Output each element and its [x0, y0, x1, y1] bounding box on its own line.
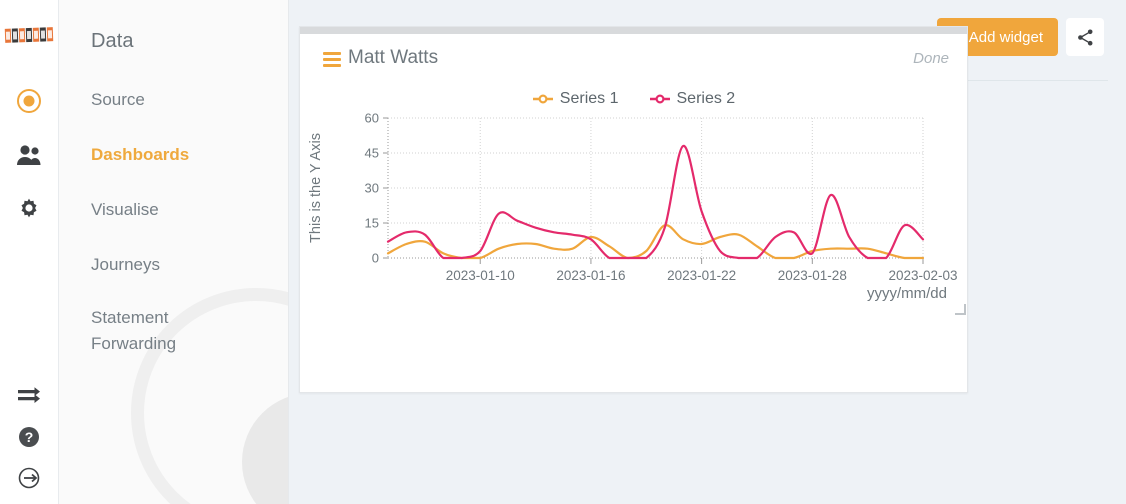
- target-icon[interactable]: [9, 81, 49, 121]
- sidebar: Data Source Dashboards Visualise Journey…: [59, 0, 289, 504]
- gear-icon[interactable]: [9, 189, 49, 229]
- svg-text:2023-02-03: 2023-02-03: [888, 268, 957, 283]
- app-logo[interactable]: [4, 20, 54, 50]
- transfer-arrows-icon[interactable]: [9, 376, 49, 416]
- dashboard-widget: Matt Watts Done Series 1 Series 2: [299, 26, 968, 393]
- gear-icon-glyph: [21, 198, 37, 218]
- app-logo-glyph: [4, 27, 54, 43]
- logout-icon[interactable]: [9, 458, 49, 498]
- sidebar-item-dashboards[interactable]: Dashboards: [91, 145, 190, 164]
- legend-label-series-2: Series 2: [676, 90, 736, 107]
- sidebar-item-journeys[interactable]: Journeys: [91, 255, 160, 274]
- sidebar-item-source[interactable]: Source: [91, 90, 145, 109]
- add-widget-label: Add widget: [968, 28, 1043, 46]
- rail-bottom-group: ?: [9, 376, 49, 504]
- svg-text:30: 30: [365, 181, 379, 196]
- svg-text:This is the Y Axis: This is the Y Axis: [308, 133, 324, 243]
- help-icon[interactable]: ?: [9, 417, 49, 457]
- done-button[interactable]: Done: [913, 50, 949, 67]
- share-icon: [1077, 29, 1092, 45]
- people-icon-glyph: [17, 145, 41, 165]
- legend-marker-icon: [649, 94, 670, 104]
- svg-text:0: 0: [372, 251, 379, 266]
- sidebar-item-visualise[interactable]: Visualise: [91, 200, 159, 219]
- share-button[interactable]: [1066, 18, 1104, 56]
- main-content: 15/75 Add widget: [289, 0, 1126, 504]
- sidebar-inner: Data Source Dashboards Visualise Journey…: [59, 0, 288, 357]
- icon-rail: ?: [0, 0, 59, 504]
- x-axis-label: yyyy/mm/dd: [866, 285, 947, 302]
- svg-text:2023-01-28: 2023-01-28: [778, 268, 847, 283]
- people-icon[interactable]: [9, 135, 49, 175]
- legend-marker-icon: [532, 94, 553, 104]
- svg-text:60: 60: [365, 111, 379, 126]
- widget-header: Matt Watts Done: [300, 34, 967, 88]
- svg-text:?: ?: [25, 429, 34, 445]
- svg-text:2023-01-16: 2023-01-16: [556, 268, 625, 283]
- transfer-arrows-icon-glyph: [18, 387, 40, 403]
- svg-text:45: 45: [365, 146, 379, 161]
- sidebar-title: Data: [91, 30, 134, 52]
- widget-drag-bar[interactable]: [300, 27, 967, 34]
- legend-item-series-1[interactable]: Series 1: [532, 90, 619, 108]
- help-icon-glyph: ?: [19, 427, 39, 447]
- svg-text:2023-01-10: 2023-01-10: [446, 268, 515, 283]
- target-icon-glyph: [17, 89, 41, 113]
- legend-label-series-1: Series 1: [559, 90, 619, 107]
- chart: 0 15 30 45 60 2023-01-10 2023-01-16 2023-01-22 2…: [300, 108, 969, 318]
- svg-text:2023-01-22: 2023-01-22: [667, 268, 736, 283]
- line-chart-svg: 0 15 30 45 60 2023-01-10 2023-01-16 2023-01-22 2…: [308, 111, 958, 284]
- chart-legend: Series 1 Series 2: [300, 90, 967, 108]
- widget-title: Matt Watts: [348, 47, 439, 68]
- sidebar-item-statement-forwarding[interactable]: Statement Forwarding: [91, 308, 177, 353]
- svg-text:15: 15: [365, 216, 379, 231]
- legend-item-series-2[interactable]: Series 2: [649, 90, 736, 108]
- hamburger-icon[interactable]: [323, 52, 341, 70]
- logout-icon-glyph: [18, 467, 40, 489]
- resize-handle-icon[interactable]: [955, 304, 966, 315]
